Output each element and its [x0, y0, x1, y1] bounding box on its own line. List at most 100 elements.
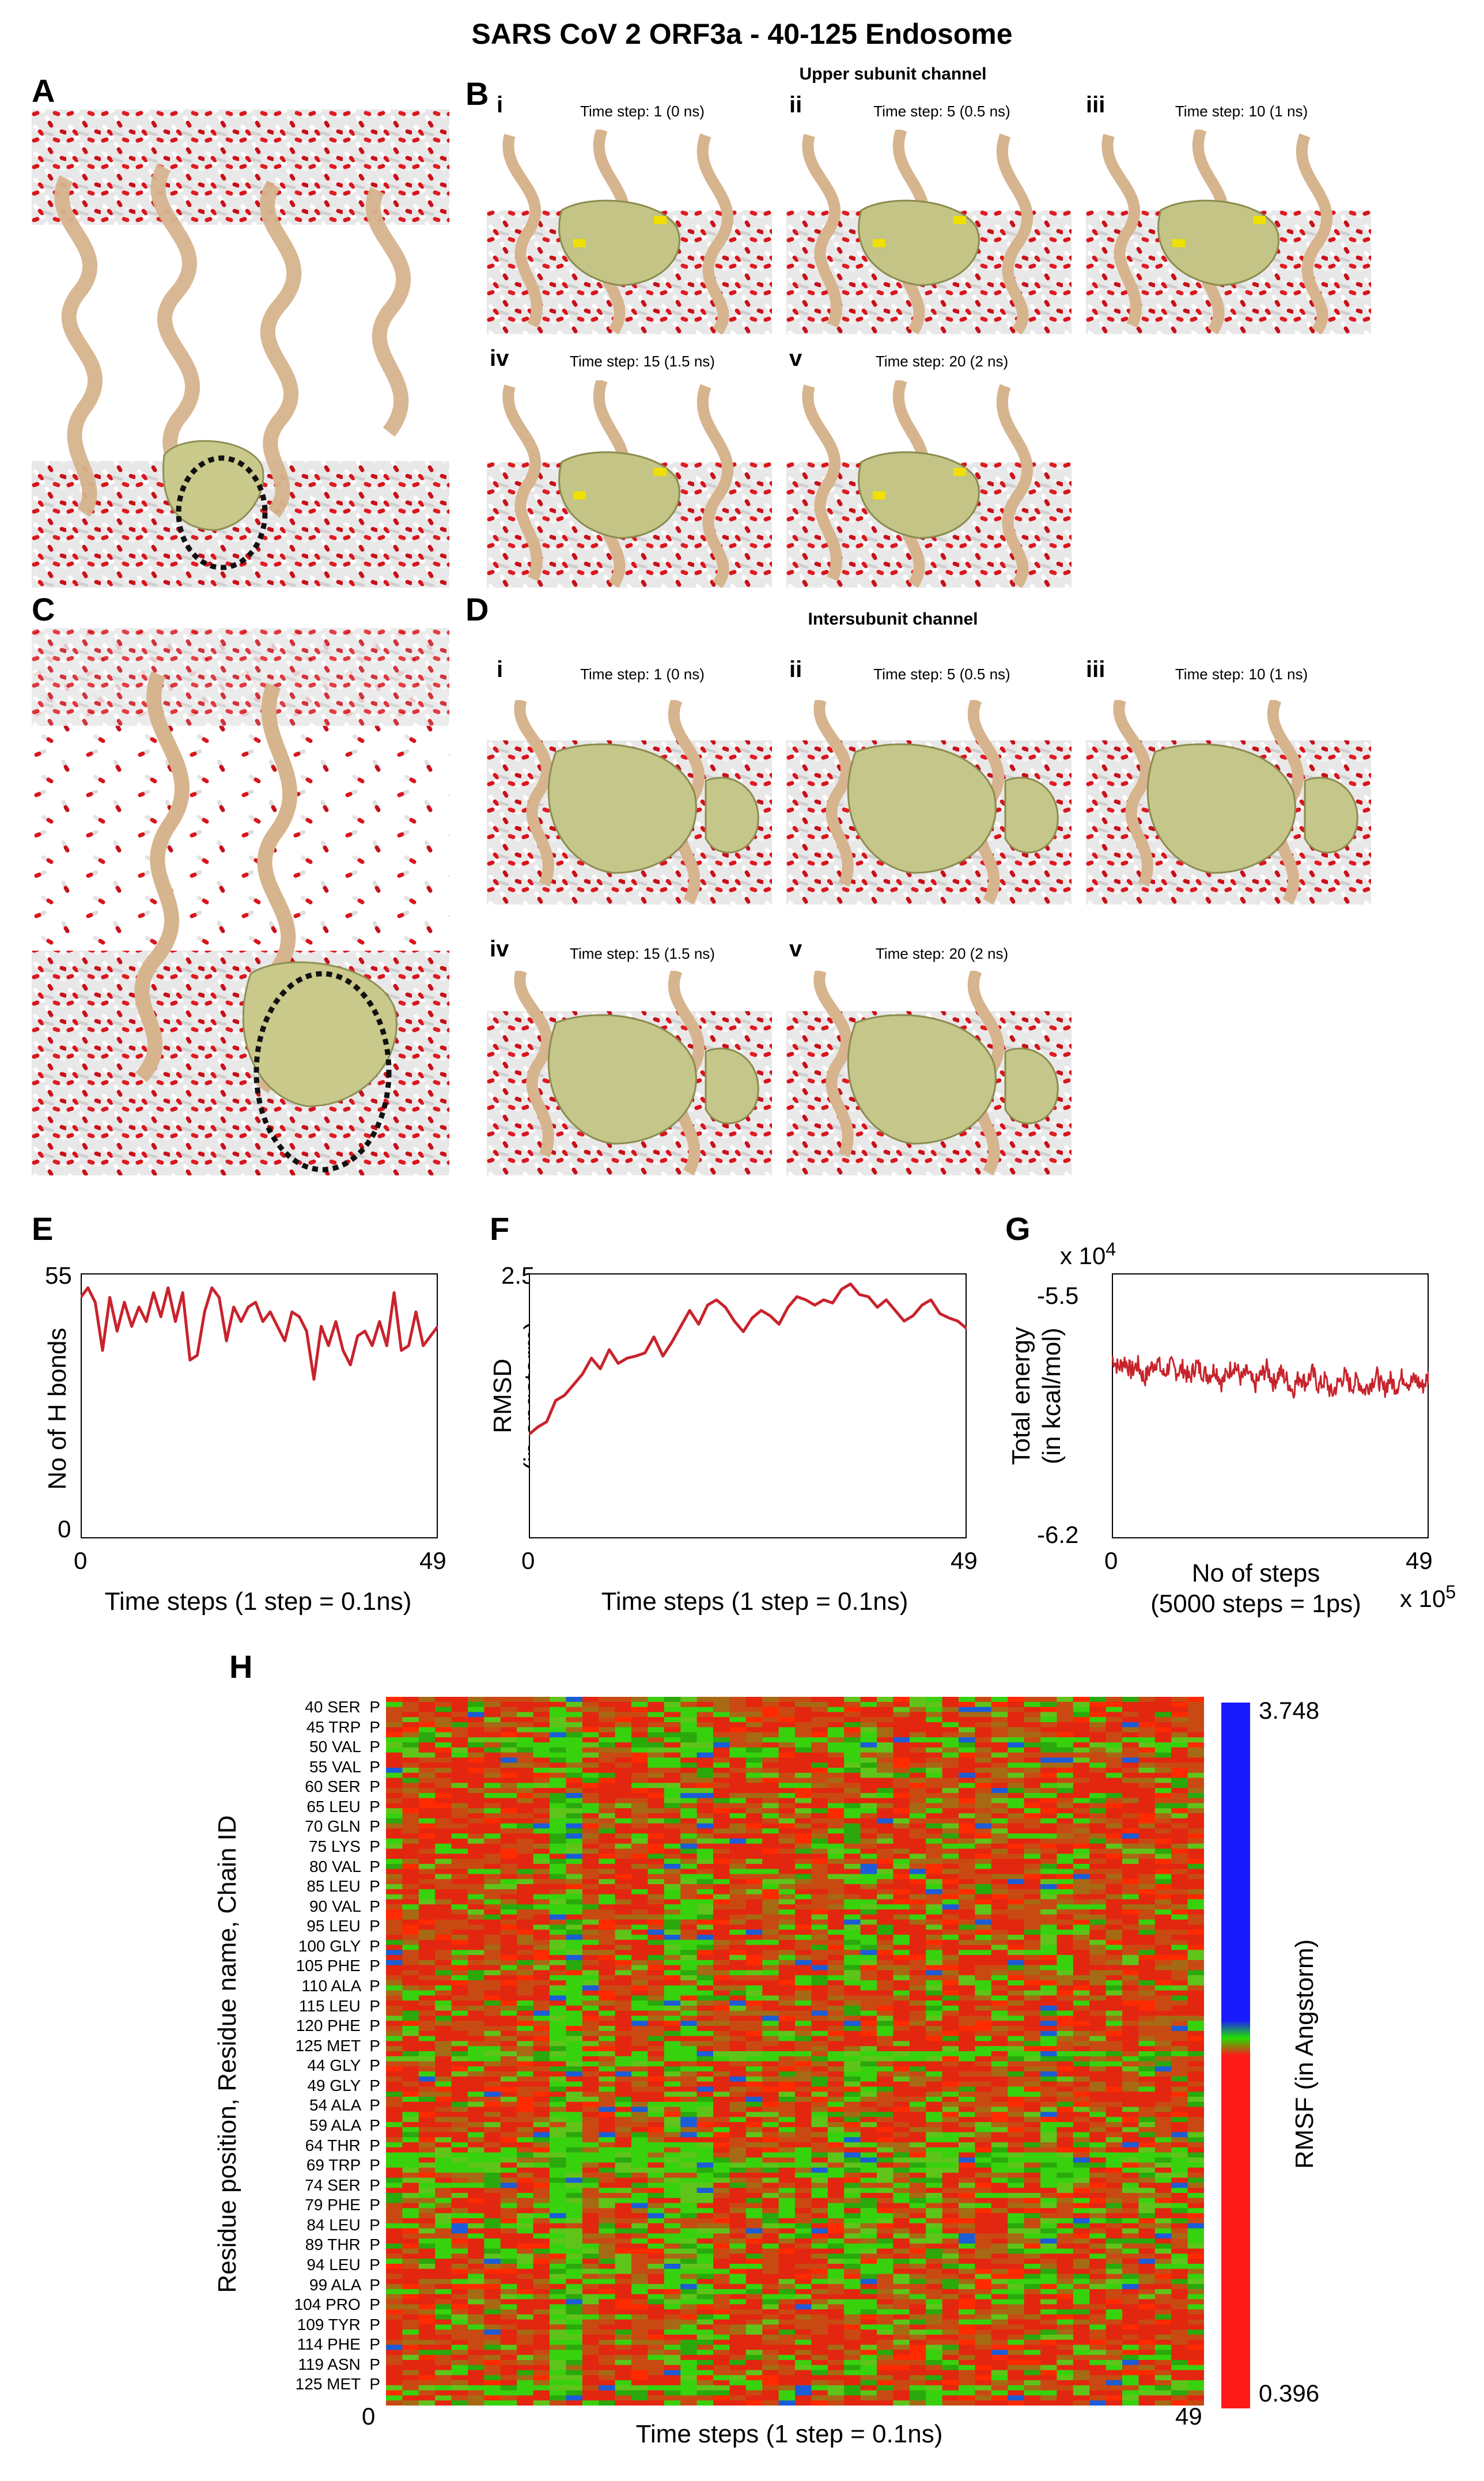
- heatmap-cell: [1138, 1894, 1156, 1900]
- heatmap-cell: [435, 1717, 452, 1723]
- heatmap-cell: [418, 1843, 436, 1850]
- heatmap-cell: [664, 1828, 681, 1834]
- heatmap-cell: [729, 2117, 747, 2123]
- heatmap-cell: [582, 2000, 599, 2006]
- heatmap-cell: [582, 1707, 599, 1712]
- heatmap-cell: [975, 1772, 992, 1779]
- heatmap-cell: [582, 2061, 599, 2067]
- heatmap-cell: [451, 2112, 468, 2117]
- heatmap-cell: [975, 1919, 992, 1925]
- heatmap-cell: [468, 1823, 484, 1829]
- heatmap-cell: [1057, 1732, 1074, 1738]
- heatmap-cell: [517, 2137, 534, 2143]
- heatmap-cell: [959, 1768, 975, 1773]
- heatmap-cell: [1106, 2117, 1123, 2123]
- heatmap-cell: [713, 1909, 730, 1915]
- heatmap-cell: [664, 1869, 681, 1874]
- heatmap-cell: [1073, 1990, 1090, 1996]
- heatmap-cell: [680, 2030, 698, 2037]
- heatmap-cell: [1057, 2152, 1074, 2158]
- heatmap-cell: [795, 1732, 812, 1738]
- heatmap-cell: [975, 1914, 992, 1920]
- heatmap-cell: [959, 2112, 975, 2117]
- heatmap-cell: [435, 1828, 452, 1834]
- heatmap-cell: [877, 1904, 894, 1910]
- chart-h-row-label: 125 MET P: [295, 2375, 380, 2393]
- heatmap-cell: [582, 1712, 599, 1718]
- heatmap-cell: [975, 1889, 992, 1895]
- heatmap-cell: [664, 1889, 681, 1895]
- heatmap-cell: [959, 2137, 975, 2143]
- heatmap-cell: [402, 2086, 419, 2092]
- heatmap-cell: [1008, 2162, 1025, 2168]
- heatmap-cell: [599, 2097, 616, 2102]
- heatmap-cell: [926, 1697, 943, 1703]
- heatmap-cell: [435, 2071, 452, 2077]
- heatmap-cell: [762, 1717, 779, 1723]
- heatmap-cell: [1122, 1914, 1139, 1920]
- heatmap-cell: [550, 1803, 566, 1809]
- heatmap-cell: [942, 1808, 959, 1814]
- heatmap-cell: [827, 1950, 845, 1956]
- heatmap-cell: [517, 1843, 534, 1850]
- heatmap-cell: [860, 1843, 877, 1850]
- heatmap-cell: [729, 2026, 747, 2032]
- chart-h-row-label: 75 LYS P: [308, 1837, 380, 1855]
- heatmap-cell: [386, 2122, 403, 2128]
- heatmap-cell: [1024, 2152, 1041, 2158]
- heatmap-cell: [1008, 1833, 1025, 1839]
- heatmap-cell: [533, 1752, 550, 1758]
- heatmap-cell: [680, 1717, 698, 1723]
- heatmap-cell: [664, 2101, 681, 2108]
- heatmap-cell: [599, 2086, 616, 2092]
- heatmap-cell: [860, 1934, 877, 1941]
- heatmap-cell: [599, 2188, 616, 2193]
- heatmap-cell: [1187, 2046, 1204, 2052]
- heatmap-cell: [1154, 1879, 1172, 1885]
- heatmap-cell: [1073, 1818, 1090, 1824]
- heatmap-cell: [762, 1783, 779, 1788]
- heatmap-cell: [909, 1975, 926, 1981]
- heatmap-cell: [811, 2076, 828, 2082]
- heatmap-cell: [1138, 1985, 1156, 1991]
- heatmap-cell: [926, 1803, 943, 1809]
- heatmap-cell: [909, 1909, 926, 1915]
- heatmap-cell: [991, 1859, 1008, 1864]
- heatmap-cell: [664, 1783, 681, 1788]
- heatmap-cell: [435, 1960, 452, 1966]
- heatmap-cell: [451, 2081, 468, 2087]
- heatmap-cell: [696, 2041, 714, 2047]
- heatmap-cell: [942, 1727, 959, 1733]
- heatmap-cell: [1089, 1919, 1107, 1925]
- heatmap-cell: [468, 2046, 484, 2052]
- heatmap-cell: [517, 2097, 534, 2102]
- heatmap-cell: [517, 2026, 534, 2032]
- heatmap-cell: [435, 1970, 452, 1976]
- heatmap-cell: [648, 1843, 665, 1850]
- heatmap-cell: [811, 1828, 828, 1834]
- heatmap-cell: [762, 2010, 779, 2016]
- heatmap-cell: [484, 1839, 501, 1844]
- heatmap-cell: [844, 1970, 861, 1976]
- heatmap-cell: [1106, 1899, 1123, 1905]
- heatmap-cell: [926, 1904, 943, 1910]
- heatmap-cell: [451, 2005, 468, 2011]
- heatmap-cell: [615, 1950, 632, 1956]
- heatmap-cell: [418, 2071, 436, 2077]
- heatmap-cell: [533, 1965, 550, 1971]
- heatmap-cell: [893, 2071, 910, 2077]
- heatmap-cell: [1089, 1848, 1107, 1854]
- heatmap-cell: [909, 1894, 926, 1900]
- heatmap-cell: [468, 2092, 484, 2097]
- heatmap-cell: [975, 2106, 992, 2112]
- chart-h-row-label: 44 GLY P: [307, 2056, 380, 2075]
- heatmap-cell: [1187, 2101, 1204, 2108]
- heatmap-cell: [615, 1848, 632, 1854]
- heatmap-cell: [1187, 1752, 1204, 1758]
- heatmap-cell: [664, 1970, 681, 1976]
- chart-h-row-label: 94 LEU P: [306, 2256, 380, 2274]
- heatmap-cell: [550, 2015, 566, 2021]
- heatmap-cell: [959, 1823, 975, 1829]
- heatmap-cell: [844, 1894, 861, 1900]
- heatmap-cell: [1171, 2086, 1188, 2092]
